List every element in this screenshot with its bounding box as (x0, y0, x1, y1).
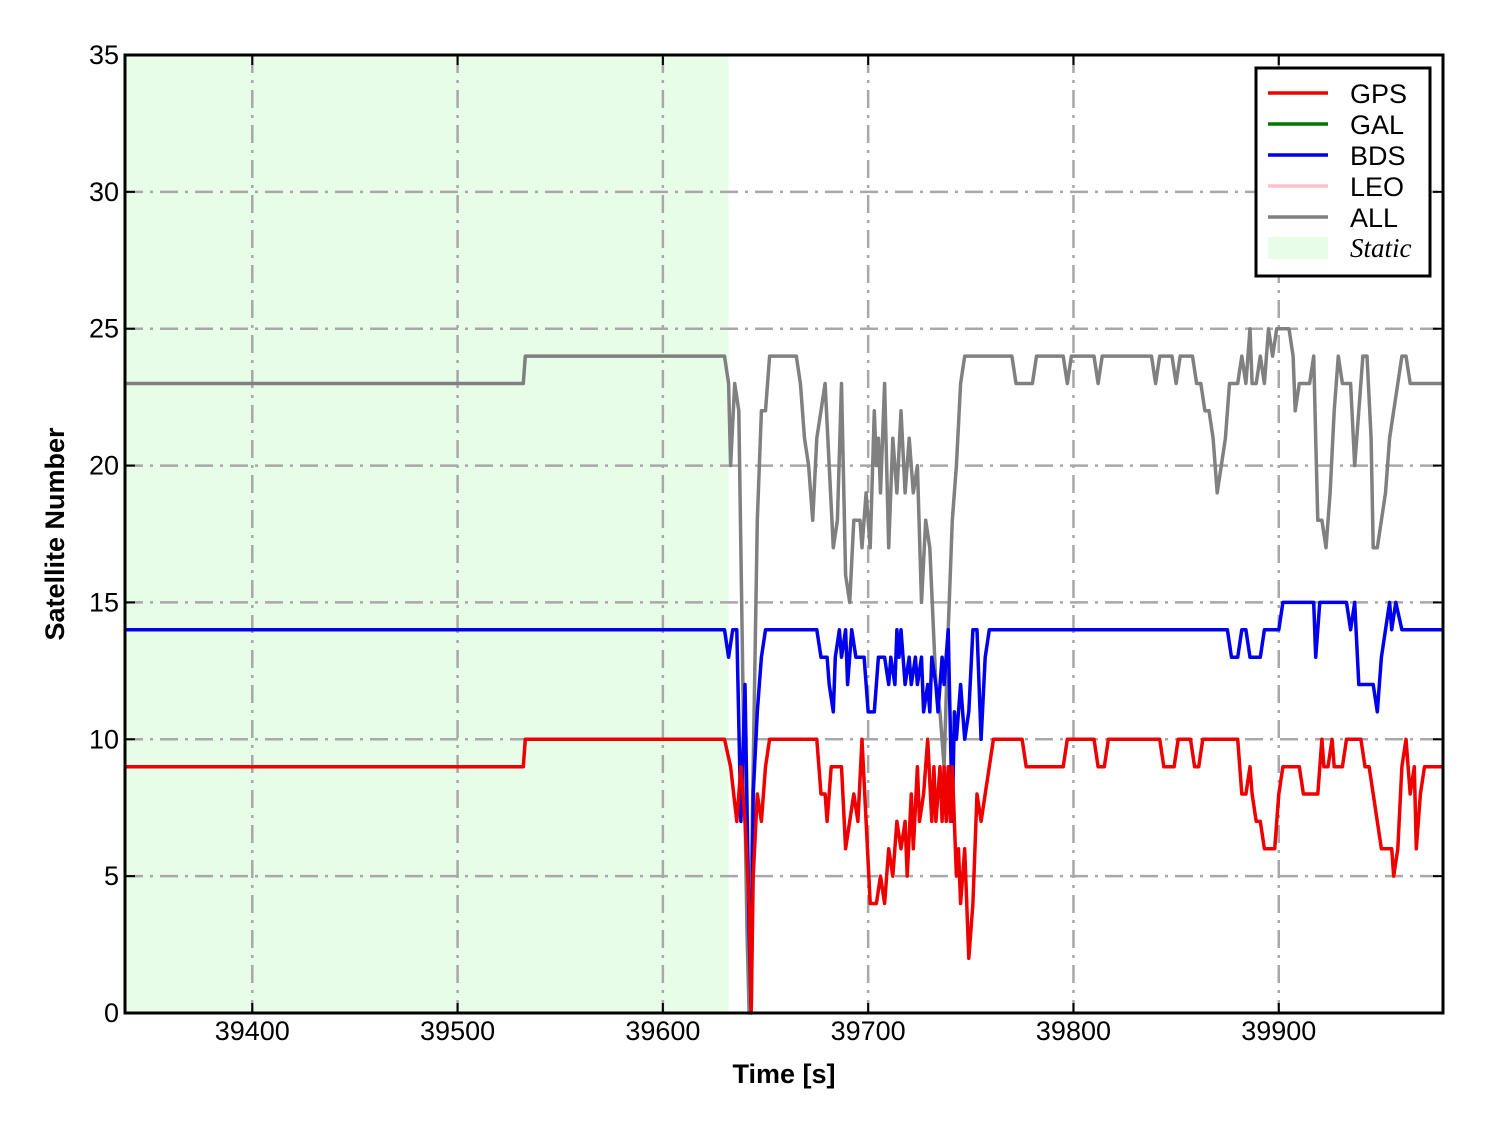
y-tick-label: 20 (89, 451, 119, 481)
x-tick-label: 39600 (625, 1016, 700, 1046)
legend-swatch-static (1268, 237, 1328, 259)
x-tick-label: 39700 (831, 1016, 906, 1046)
x-tick-label: 39500 (420, 1016, 495, 1046)
legend-label-all: ALL (1350, 203, 1398, 233)
x-axis-title: Time [s] (732, 1059, 835, 1089)
y-tick-label: 30 (89, 177, 119, 207)
x-tick-label: 39900 (1241, 1016, 1316, 1046)
axes: 39400 39500 39600 39700 39800 39900 0 5 10 15 20 25… (89, 40, 1445, 1046)
y-tick-label: 10 (89, 724, 119, 754)
series-line-gps (125, 737, 1443, 1015)
legend-label-gal: GAL (1350, 110, 1404, 140)
legend-label-gps: GPS (1350, 79, 1407, 109)
series-line-all (125, 326, 1443, 1015)
legend-label-leo: LEO (1350, 172, 1404, 202)
y-tick-label: 5 (104, 861, 119, 891)
plot-frame (123, 53, 1445, 1015)
plot-area (125, 55, 1443, 1015)
legend-label-static: Static (1350, 233, 1412, 263)
y-tick-label: 25 (89, 314, 119, 344)
y-tick-label: 0 (104, 998, 119, 1028)
y-tick-label: 35 (89, 40, 119, 70)
static-region (125, 55, 729, 1013)
series-line-bds (125, 600, 1443, 1015)
x-tick-label: 39400 (215, 1016, 290, 1046)
y-axis-title: Satellite Number (40, 427, 70, 641)
x-tick-label: 39800 (1036, 1016, 1111, 1046)
legend-label-bds: BDS (1350, 141, 1406, 171)
y-tick-label: 15 (89, 587, 119, 617)
